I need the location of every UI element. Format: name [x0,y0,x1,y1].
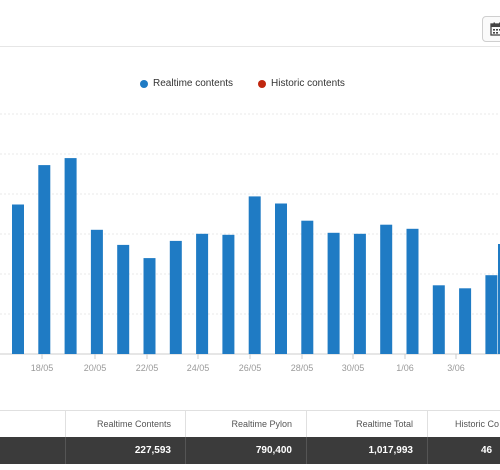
table-header-realtime-total: Realtime Total [307,411,428,438]
bar-partial[interactable] [498,244,500,354]
x-axis: 518/0520/0522/0524/0526/0528/0530/051/06… [31,354,465,373]
bar-chart: 518/0520/0522/0524/0526/0528/0530/051/06… [0,113,500,373]
legend-dot-realtime [140,79,148,88]
x-tick-label: 24/05 [187,363,210,373]
bar[interactable] [222,234,235,354]
table-header-realtime-contents: Realtime Contents [66,411,186,438]
legend-item-historic[interactable]: Historic contents [258,78,345,89]
table-header-realtime-pylon: Realtime Pylon [186,411,307,438]
chart-legend: Realtime contents Historic contents [0,78,500,92]
bar[interactable] [12,204,24,355]
calendar-icon [490,22,500,36]
legend-dot-historic [258,79,266,88]
x-tick-label: 3/06 [447,363,465,373]
bar[interactable] [248,196,261,354]
bar[interactable] [117,244,130,354]
bar[interactable] [64,158,77,354]
bar[interactable] [275,203,287,355]
x-tick-label: 30/05 [342,363,365,373]
table-cell-realtime-pylon: 790,400 [186,437,307,464]
table-bottom [0,464,500,470]
legend-label-realtime: Realtime contents [153,78,234,89]
table-header-historic: Historic Co [455,419,500,429]
table-cell-historic: 46 [481,445,493,456]
bar[interactable] [459,288,472,354]
table-cell-empty [0,437,66,464]
bar[interactable] [90,229,103,354]
bar[interactable] [143,258,156,355]
bar[interactable] [38,165,51,354]
bar[interactable] [196,233,209,354]
x-tick-label: 18/05 [31,363,54,373]
x-tick-label: 1/06 [396,363,414,373]
table-header-empty [0,411,66,438]
x-tick-label: 22/05 [136,363,159,373]
table-data-row: 227,593 790,400 1,017,993 46 [0,437,500,464]
bar[interactable] [380,224,393,354]
bar[interactable] [485,275,498,354]
table-cell-realtime-total: 1,017,993 [307,437,428,464]
x-tick-label: 28/05 [291,363,314,373]
toolbar [0,0,500,47]
bar[interactable] [301,220,314,354]
bar[interactable] [327,232,340,354]
x-tick-label: 20/05 [84,363,107,373]
bar[interactable] [406,228,419,354]
table-cell-realtime-contents: 227,593 [66,437,186,464]
bar[interactable] [353,233,366,354]
legend-label-historic: Historic contents [271,78,345,89]
x-tick-label: 26/05 [239,363,262,373]
chart-bars [12,158,500,355]
bar[interactable] [169,240,182,354]
table-header-row: Realtime Contents Realtime Pylon Realtim… [0,410,500,438]
bar[interactable] [432,285,445,354]
calendar-button[interactable] [482,16,500,42]
legend-item-realtime[interactable]: Realtime contents [140,78,233,89]
